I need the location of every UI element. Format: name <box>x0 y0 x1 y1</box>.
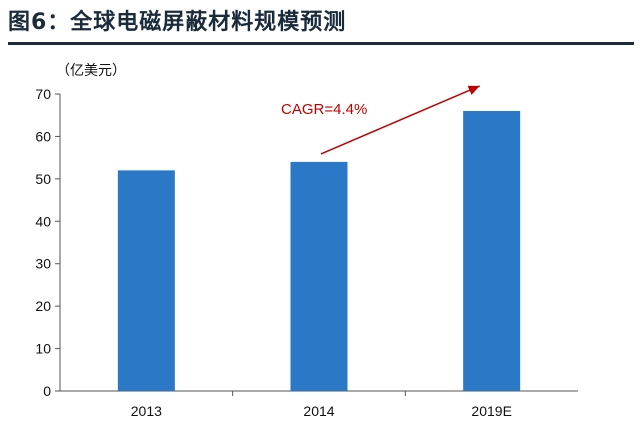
y-tick-label: 60 <box>35 128 51 144</box>
cagr-annotation: CAGR=4.4% <box>281 101 367 118</box>
y-tick-label: 40 <box>35 213 51 229</box>
y-tick-label: 70 <box>35 86 51 102</box>
chart-title: 图6：全球电磁屏蔽材料规模预测 <box>8 10 347 35</box>
title-underline <box>8 42 634 45</box>
cagr-arrow-line <box>320 85 480 155</box>
y-tick-label: 50 <box>35 171 51 187</box>
x-tick-label: 2014 <box>303 403 334 419</box>
bar-2019E <box>463 110 521 391</box>
bar-2014 <box>290 161 348 391</box>
y-tick-label: 30 <box>35 256 51 272</box>
x-tick-label: 2019E <box>471 403 511 419</box>
title-bar: 图6：全球电磁屏蔽材料规模预测 <box>0 0 640 46</box>
x-tick-label: 2013 <box>131 403 162 419</box>
bar-2013 <box>117 170 175 391</box>
y-axis-unit-label: （亿美元） <box>56 63 126 79</box>
cagr-arrow-head <box>467 85 480 95</box>
y-tick-label: 0 <box>43 383 51 399</box>
y-tick-label: 20 <box>35 298 51 314</box>
y-tick-label: 10 <box>35 341 51 357</box>
